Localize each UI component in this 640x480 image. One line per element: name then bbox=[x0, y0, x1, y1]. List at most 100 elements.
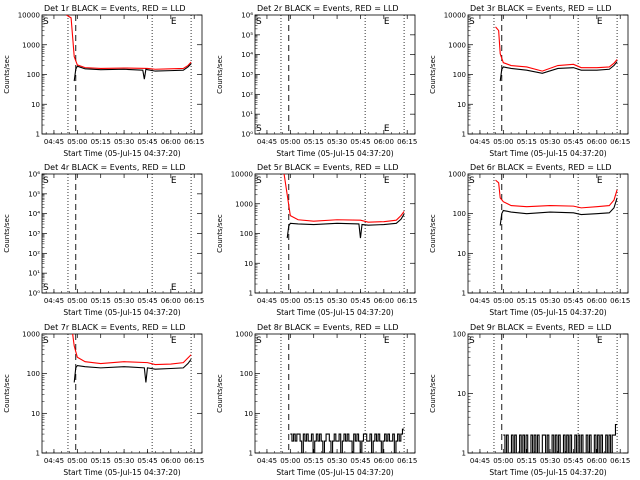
marker-label-top: S bbox=[469, 17, 475, 27]
y-tick-label: 1 bbox=[249, 290, 253, 298]
x-tick-label: 05:00 bbox=[67, 297, 87, 305]
y-tick-label: 100 bbox=[27, 71, 40, 79]
x-axis-label: Start Time (05-Jul-15 04:37:20) bbox=[63, 149, 180, 158]
series-line-events bbox=[73, 63, 192, 82]
x-tick-label: 06:00 bbox=[374, 297, 394, 305]
x-tick-label: 05:15 bbox=[517, 457, 537, 465]
x-tick-label: 05:30 bbox=[540, 457, 560, 465]
x-tick-label: 05:15 bbox=[304, 138, 324, 146]
x-axis-label: Start Time (05-Jul-15 04:37:20) bbox=[489, 149, 606, 158]
y-tick-label: 100 bbox=[453, 71, 466, 79]
x-tick-label: 05:00 bbox=[280, 297, 300, 305]
y-tick-label: 10⁶ bbox=[28, 171, 40, 179]
y-tick-label: 10³ bbox=[28, 230, 40, 238]
x-tick-label: 05:45 bbox=[563, 138, 583, 146]
y-axis-label: Counts/sec bbox=[216, 55, 224, 94]
x-tick-label: 04:45 bbox=[257, 138, 277, 146]
x-tick-label: 06:15 bbox=[397, 297, 417, 305]
x-tick-label: 05:45 bbox=[350, 297, 370, 305]
x-tick-label: 06:00 bbox=[587, 457, 607, 465]
x-tick-label: 05:15 bbox=[304, 297, 324, 305]
chart-panel-9: Det 9r BLACK = Events, RED = LLD Counts/s… bbox=[429, 323, 630, 477]
marker-label-top: S bbox=[469, 176, 475, 186]
x-axis-label: Start Time (05-Jul-15 04:37:20) bbox=[276, 308, 393, 317]
plot-frame bbox=[254, 173, 416, 294]
chart-panel-7: Det 7r BLACK = Events, RED = LLD Counts/s… bbox=[3, 323, 204, 477]
y-tick-label: 100 bbox=[240, 230, 253, 238]
plot-frame bbox=[41, 173, 203, 294]
x-tick-label: 05:15 bbox=[91, 138, 111, 146]
x-tick-label: 06:00 bbox=[374, 457, 394, 465]
marker-label-top: S bbox=[43, 17, 49, 27]
x-tick-label: 05:30 bbox=[540, 297, 560, 305]
y-tick-label: 10⁵ bbox=[28, 190, 40, 198]
marker-label-bottom: E bbox=[171, 283, 177, 293]
x-tick-label: 04:45 bbox=[257, 457, 277, 465]
y-tick-label: 10 bbox=[244, 410, 253, 418]
x-tick-label: 06:15 bbox=[610, 297, 630, 305]
marker-label-bottom: S bbox=[256, 124, 262, 134]
chart-panel-8: Det 8r BLACK = Events, RED = LLD Counts/s… bbox=[216, 323, 417, 477]
y-tick-label: 10 bbox=[31, 410, 40, 418]
y-tick-label: 1000 bbox=[22, 331, 40, 339]
x-tick-label: 06:15 bbox=[610, 138, 630, 146]
x-tick-label: 05:15 bbox=[517, 297, 537, 305]
series-line-lld bbox=[495, 179, 618, 209]
x-tick-label: 05:00 bbox=[67, 138, 87, 146]
y-axis-label: Counts/sec bbox=[429, 55, 437, 94]
x-tick-label: 05:45 bbox=[350, 457, 370, 465]
marker-label-top: E bbox=[171, 336, 177, 346]
x-tick-label: 05:00 bbox=[280, 457, 300, 465]
plot-frame bbox=[254, 14, 416, 135]
y-tick-label: 1 bbox=[462, 290, 466, 298]
x-tick-label: 05:00 bbox=[493, 138, 513, 146]
x-tick-label: 05:30 bbox=[327, 297, 347, 305]
x-tick-label: 05:00 bbox=[493, 297, 513, 305]
x-tick-label: 05:15 bbox=[91, 457, 111, 465]
x-tick-label: 05:45 bbox=[350, 138, 370, 146]
x-tick-label: 04:45 bbox=[44, 457, 64, 465]
y-tick-label: 1000 bbox=[448, 41, 466, 49]
marker-label-top: E bbox=[597, 336, 603, 346]
y-tick-label: 1000 bbox=[235, 200, 253, 208]
y-tick-label: 1 bbox=[462, 450, 466, 458]
y-tick-label: 10⁴ bbox=[241, 51, 253, 59]
y-tick-label: 10 bbox=[31, 101, 40, 109]
x-tick-label: 05:15 bbox=[304, 457, 324, 465]
y-axis-label: Counts/sec bbox=[429, 374, 437, 413]
x-axis-label: Start Time (05-Jul-15 04:37:20) bbox=[276, 149, 393, 158]
x-tick-label: 05:15 bbox=[91, 297, 111, 305]
x-tick-label: 06:15 bbox=[184, 297, 204, 305]
x-tick-label: 06:15 bbox=[184, 138, 204, 146]
chart-title: Det 5r BLACK = Events, RED = LLD bbox=[257, 163, 399, 172]
y-tick-label: 10⁵ bbox=[241, 31, 253, 39]
marker-label-top: E bbox=[597, 17, 603, 27]
chart-title: Det 3r BLACK = Events, RED = LLD bbox=[470, 4, 612, 13]
chart-title: Det 7r BLACK = Events, RED = LLD bbox=[44, 323, 186, 332]
x-tick-label: 06:15 bbox=[610, 457, 630, 465]
y-tick-label: 10000 bbox=[18, 12, 40, 20]
x-tick-label: 04:45 bbox=[257, 297, 277, 305]
x-tick-label: 06:00 bbox=[587, 138, 607, 146]
x-tick-label: 04:45 bbox=[44, 138, 64, 146]
y-tick-label: 1 bbox=[36, 450, 40, 458]
x-tick-label: 05:45 bbox=[137, 457, 157, 465]
y-tick-label: 1000 bbox=[235, 331, 253, 339]
x-tick-label: 05:00 bbox=[280, 138, 300, 146]
x-tick-label: 05:45 bbox=[137, 297, 157, 305]
plot-frame bbox=[41, 333, 203, 454]
x-axis-label: Start Time (05-Jul-15 04:37:20) bbox=[63, 468, 180, 477]
x-tick-label: 06:15 bbox=[397, 138, 417, 146]
y-tick-label: 10² bbox=[28, 250, 40, 258]
marker-label-top: E bbox=[384, 336, 390, 346]
series-line-lld bbox=[66, 15, 192, 70]
chart-panel-5: Det 5r BLACK = Events, RED = LLD Counts/s… bbox=[216, 163, 417, 317]
chart-panel-2: Det 2r BLACK = Events, RED = LLD Counts/s… bbox=[216, 4, 417, 158]
series-line-events bbox=[503, 424, 618, 453]
x-tick-label: 05:30 bbox=[327, 138, 347, 146]
x-tick-label: 06:00 bbox=[161, 457, 181, 465]
y-tick-label: 1 bbox=[462, 131, 466, 139]
x-axis-label: Start Time (05-Jul-15 04:37:20) bbox=[63, 308, 180, 317]
x-tick-label: 04:45 bbox=[470, 138, 490, 146]
plot-frame bbox=[254, 333, 416, 454]
